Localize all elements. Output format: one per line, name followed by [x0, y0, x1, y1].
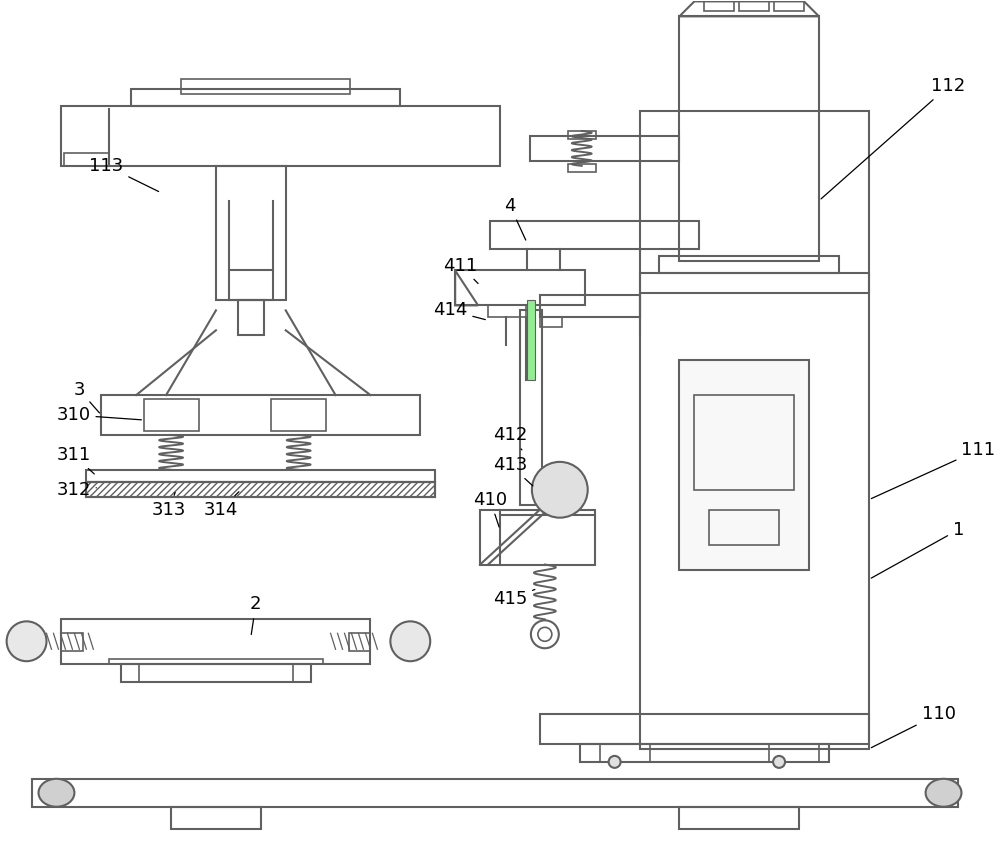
Bar [109, 659, 323, 664]
Bar [527, 300, 535, 380]
Bar [61, 106, 500, 166]
Bar [271, 399, 326, 431]
Bar [568, 164, 596, 172]
Text: 314: 314 [204, 491, 239, 518]
Circle shape [609, 756, 621, 768]
Bar [540, 714, 869, 744]
Bar [61, 633, 83, 652]
Bar [121, 664, 311, 682]
Circle shape [532, 462, 588, 518]
Bar [600, 744, 650, 762]
Bar [679, 16, 819, 260]
Bar [181, 79, 350, 94]
Bar [540, 295, 640, 317]
Text: 411: 411 [443, 256, 478, 283]
Text: 112: 112 [821, 77, 966, 199]
Text: 413: 413 [493, 456, 533, 486]
Text: 414: 414 [433, 301, 485, 319]
Bar [349, 633, 370, 652]
Bar [86, 482, 435, 497]
Bar [144, 399, 199, 431]
Bar [580, 744, 829, 762]
Text: 1: 1 [871, 521, 964, 578]
Bar [171, 807, 261, 829]
Text: 2: 2 [250, 595, 262, 635]
Bar [769, 744, 819, 762]
Bar [86, 482, 435, 497]
Bar [32, 779, 958, 807]
Bar [520, 310, 542, 505]
Text: 4: 4 [504, 196, 526, 240]
Bar [568, 131, 596, 139]
Bar [530, 136, 679, 161]
Bar [640, 111, 869, 749]
Bar [86, 470, 435, 482]
Bar [121, 664, 139, 682]
Circle shape [390, 621, 430, 661]
Bar [131, 89, 400, 106]
Bar [238, 300, 264, 336]
Bar [101, 395, 420, 435]
Bar [704, 0, 794, 2]
Bar [293, 664, 311, 682]
Bar [490, 221, 699, 249]
Bar [739, 2, 769, 11]
Text: 410: 410 [473, 491, 507, 527]
Bar [679, 807, 799, 829]
Bar [61, 620, 370, 664]
Bar [709, 510, 779, 545]
Bar [640, 273, 869, 293]
Text: 313: 313 [152, 492, 186, 518]
Text: 412: 412 [493, 426, 527, 450]
Bar [64, 153, 109, 166]
Bar [694, 395, 794, 490]
Ellipse shape [39, 779, 74, 807]
Text: 111: 111 [871, 441, 995, 498]
Bar [540, 317, 562, 327]
Bar [216, 166, 286, 300]
Bar [774, 2, 804, 11]
Circle shape [7, 621, 46, 661]
Polygon shape [455, 271, 470, 305]
Text: 311: 311 [56, 446, 94, 474]
Text: 113: 113 [89, 157, 159, 191]
Text: 312: 312 [56, 481, 96, 499]
Text: 415: 415 [493, 589, 535, 609]
Bar [480, 510, 595, 565]
Bar [229, 271, 273, 300]
Bar [679, 360, 809, 570]
Text: 3: 3 [74, 381, 99, 413]
Bar [455, 271, 585, 305]
Bar [704, 2, 734, 11]
Text: 110: 110 [871, 705, 956, 748]
Bar [488, 305, 526, 317]
Bar [659, 255, 839, 273]
Text: 310: 310 [56, 406, 141, 424]
Ellipse shape [926, 779, 961, 807]
Circle shape [773, 756, 785, 768]
